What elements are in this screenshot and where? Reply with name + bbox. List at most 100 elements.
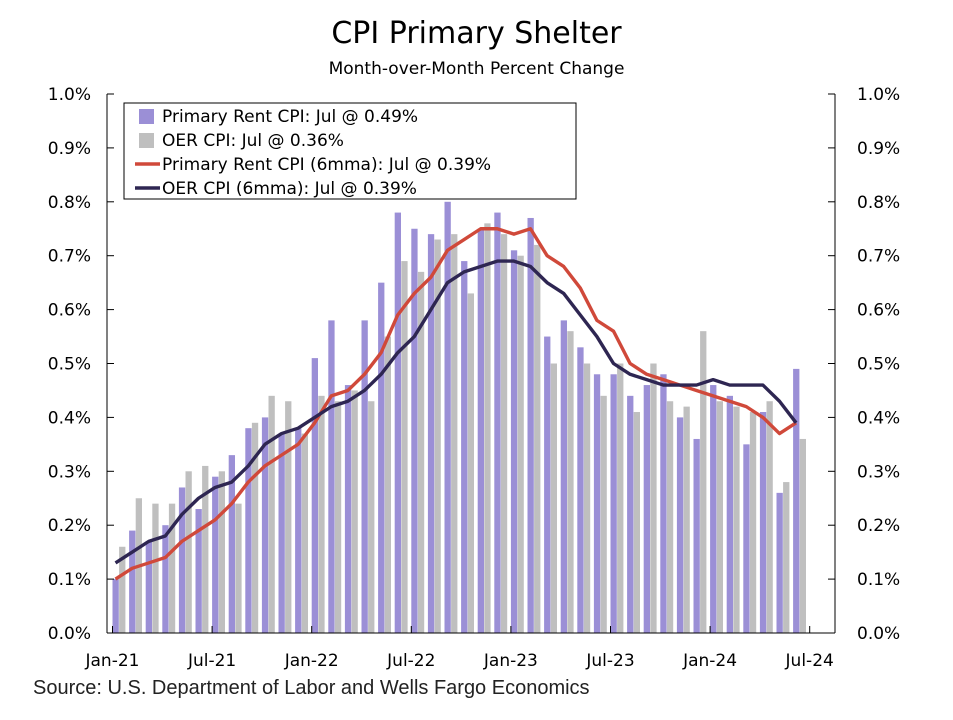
- oer-bar-36: [716, 401, 723, 633]
- oer-bar-18: [417, 271, 425, 633]
- rent-bar-10: [278, 433, 285, 633]
- legend-swatch-1: [139, 133, 154, 148]
- rent-bar-28: [577, 347, 584, 633]
- y-tick-label-left-3: 0.3%: [48, 462, 91, 482]
- oer-bar-26: [550, 363, 557, 633]
- rent-bar-17: [394, 212, 401, 633]
- rent-bar-0: [112, 579, 119, 633]
- oer-bar-25: [534, 244, 541, 634]
- y-tick-label-left-4: 0.4%: [48, 408, 91, 428]
- rent-bar-2: [145, 541, 152, 633]
- x-tick-label-2: Jan-22: [284, 651, 339, 671]
- x-tick-label-5: Jul-23: [585, 651, 634, 671]
- rent-bar-15: [361, 320, 368, 633]
- oer-bar-31: [633, 412, 640, 633]
- chart-source: Source: U.S. Department of Labor and Wel…: [33, 677, 590, 699]
- oer-bar-22: [484, 223, 491, 634]
- y-tick-label-right-7: 0.7%: [857, 247, 900, 267]
- y-tick-label-right-8: 0.8%: [857, 193, 900, 213]
- y-tick-label-right-10: 1.0%: [857, 85, 900, 105]
- y-tick-label-left-1: 0.1%: [48, 570, 91, 590]
- rent-bar-13: [328, 320, 335, 633]
- legend-swatch-0: [139, 109, 154, 124]
- oer-bar-23: [500, 234, 508, 633]
- rent-bar-3: [162, 525, 169, 633]
- rent-bar-7: [228, 455, 235, 633]
- x-tick-label-4: Jan-23: [483, 651, 538, 671]
- x-tick-label-7: Jul-24: [785, 651, 834, 671]
- oer-bar-10: [285, 401, 292, 633]
- y-tick-label-right-4: 0.4%: [857, 408, 900, 428]
- oer-bar-15: [368, 401, 375, 633]
- y-tick-label-left-8: 0.8%: [48, 193, 91, 213]
- legend-label-1: OER CPI: Jul @ 0.36%: [162, 131, 344, 151]
- oer-bar-19: [434, 239, 441, 633]
- legend-label-2: Primary Rent CPI (6mma): Jul @ 0.39%: [162, 155, 491, 175]
- rent-bar-5: [195, 509, 202, 633]
- rent-bar-16: [378, 282, 385, 633]
- x-tick-label-0: Jan-21: [85, 651, 140, 671]
- y-tick-label-left-7: 0.7%: [48, 247, 91, 267]
- oer-bar-13: [334, 401, 342, 633]
- rent-bar-4: [178, 487, 186, 633]
- oer-bar-27: [567, 331, 574, 633]
- y-tick-label-right-0: 0.0%: [857, 624, 900, 644]
- oer-bar-2: [152, 503, 159, 633]
- oer-bar-8: [251, 422, 259, 633]
- oer-bar-28: [583, 363, 591, 633]
- oer-bar-39: [766, 401, 773, 633]
- rent-bar-38: [743, 444, 750, 633]
- chart-subtitle: Month-over-Month Percent Change: [328, 59, 625, 79]
- rent-bar-27: [560, 320, 567, 633]
- y-tick-label-left-10: 1.0%: [48, 85, 91, 105]
- y-tick-label-left-6: 0.6%: [48, 301, 91, 321]
- y-tick-label-left-2: 0.2%: [48, 516, 91, 536]
- legend-label-3: OER CPI (6mma): Jul @ 0.39%: [162, 179, 417, 199]
- oer-bar-37: [733, 406, 740, 633]
- oer-bar-30: [617, 363, 624, 633]
- y-tick-label-left-9: 0.9%: [48, 139, 91, 159]
- y-tick-label-right-1: 0.1%: [857, 570, 900, 590]
- rent-bar-1: [129, 530, 136, 633]
- rent-bar-9: [261, 417, 269, 633]
- oer-bar-34: [683, 406, 690, 633]
- rent-bar-39: [759, 412, 767, 633]
- legend-label-0: Primary Rent CPI: Jul @ 0.49%: [162, 107, 418, 127]
- rent-bar-26: [544, 336, 551, 633]
- rent-bar-34: [676, 417, 684, 633]
- y-tick-label-right-3: 0.3%: [857, 462, 900, 482]
- rent-bar-40: [776, 492, 783, 633]
- legend-box: [123, 102, 577, 200]
- oer-bar-20: [451, 234, 458, 633]
- rent-bar-20: [444, 201, 451, 634]
- oer-bar-7: [235, 503, 242, 633]
- rent-bar-36: [710, 385, 717, 633]
- oer-bar-24: [517, 255, 524, 633]
- oer-bar-16: [384, 336, 391, 633]
- oer-bar-32: [650, 363, 657, 633]
- rent-bar-11: [295, 428, 302, 633]
- x-tick-label-6: Jan-24: [682, 651, 737, 671]
- y-tick-label-right-5: 0.5%: [857, 355, 900, 375]
- oer-6mma-line: [114, 259, 798, 565]
- oer-bar-6: [218, 471, 225, 633]
- y-tick-label-left-5: 0.5%: [48, 355, 91, 375]
- oer-bar-21: [467, 293, 474, 633]
- y-tick-label-right-6: 0.6%: [857, 301, 900, 321]
- oer-bar-41: [799, 438, 806, 633]
- rent-bar-23: [494, 212, 501, 633]
- oer-bar-0: [119, 546, 126, 633]
- oer-bar-40: [783, 482, 790, 633]
- rent-bar-30: [610, 374, 617, 633]
- rent-bar-8: [245, 428, 252, 633]
- y-tick-label-right-9: 0.9%: [857, 139, 900, 159]
- rent-bar-6: [212, 476, 219, 633]
- x-tick-label-1: Jul-21: [187, 651, 236, 671]
- oer-bar-3: [168, 503, 176, 633]
- rent-bar-22: [477, 228, 484, 633]
- rent-bar-24: [510, 250, 518, 633]
- oer-bar-29: [600, 395, 607, 633]
- rent-bar-19: [427, 234, 435, 633]
